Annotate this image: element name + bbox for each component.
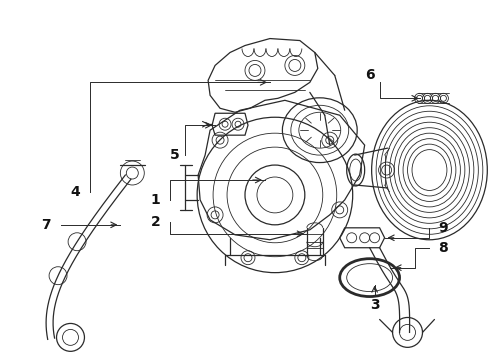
Text: 6: 6: [364, 68, 374, 82]
Text: 4: 4: [70, 185, 80, 199]
Text: 7: 7: [41, 218, 50, 232]
Text: 5: 5: [170, 148, 180, 162]
Text: 2: 2: [150, 215, 160, 229]
Text: 3: 3: [369, 297, 379, 311]
Text: 9: 9: [438, 221, 447, 235]
Text: 8: 8: [438, 241, 447, 255]
Text: 1: 1: [150, 193, 160, 207]
